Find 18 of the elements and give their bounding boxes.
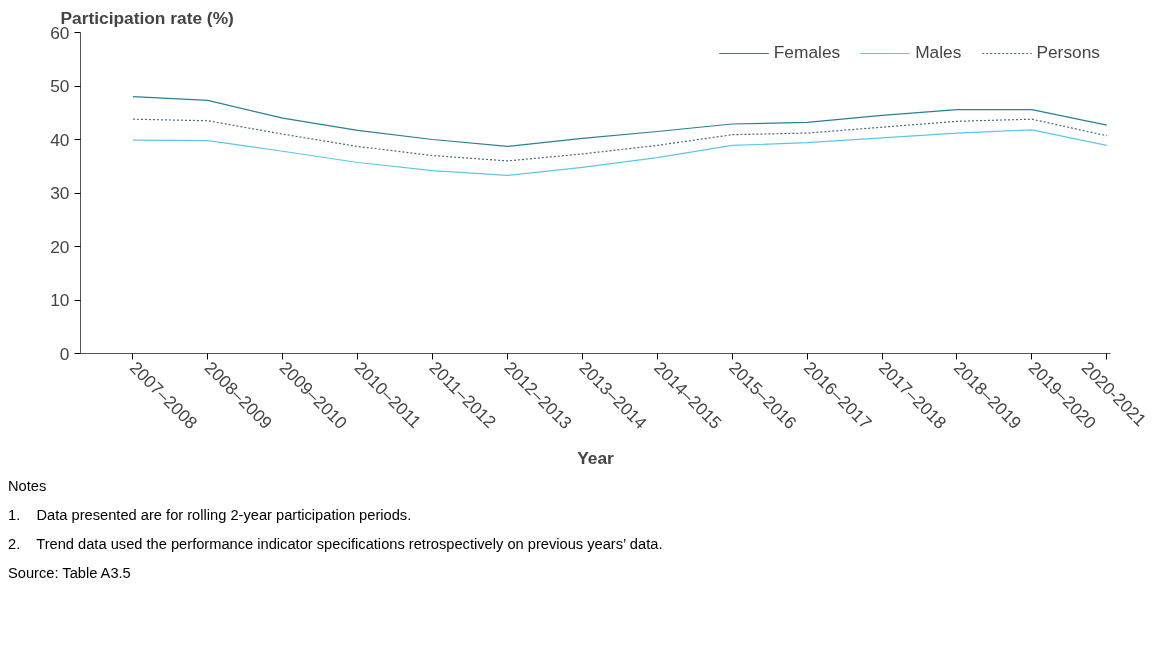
y-tick-label: 50	[50, 76, 70, 96]
legend-label: Persons	[1036, 42, 1100, 63]
y-tick-label: 20	[50, 236, 70, 257]
line-series	[132, 118, 1108, 162]
y-tick-label: 30	[50, 183, 70, 203]
source-note: Source: Table A3.5	[8, 563, 131, 583]
y-axis-title: Participation rate (%)	[60, 7, 234, 28]
x-axis-title: Year	[577, 447, 615, 468]
y-tick-label: 0	[59, 343, 70, 364]
text: 2. Trend data used the performance indicator specifications retrospectively on previous years’ data.	[8, 534, 663, 554]
y-tick-label: 40	[50, 129, 70, 150]
legend-label: Females	[773, 42, 841, 63]
line-series	[132, 96, 1108, 148]
line-series	[132, 129, 1108, 176]
legend-label: Males	[915, 42, 962, 63]
y-tick-label: 10	[50, 290, 70, 310]
text: 1. Data presented are for rolling 2-year participation periods.	[8, 505, 412, 525]
text: Notes	[8, 477, 47, 496]
